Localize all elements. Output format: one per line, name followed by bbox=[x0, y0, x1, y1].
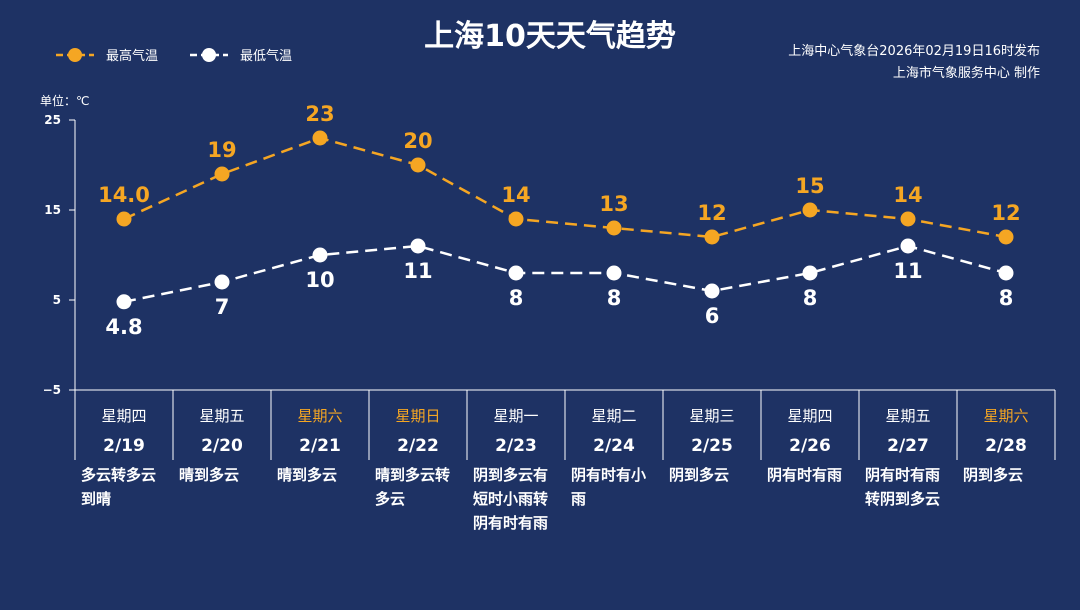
weather-desc: 晴到多云转 bbox=[375, 466, 450, 484]
weather-desc: 转阴到多云 bbox=[865, 490, 940, 508]
high-temp-data-label: 14 bbox=[501, 183, 530, 207]
high-temp-point bbox=[606, 220, 622, 236]
weekday-label: 星期六 bbox=[983, 407, 1028, 425]
weather-desc: 雨 bbox=[571, 490, 586, 508]
weekday-label: 星期四 bbox=[101, 407, 146, 425]
y-tick-label: −5 bbox=[43, 383, 61, 397]
weekday-label: 星期二 bbox=[591, 407, 636, 425]
date-label: 2/24 bbox=[593, 436, 635, 456]
date-label: 2/20 bbox=[201, 436, 243, 456]
low-temp-data-label: 11 bbox=[403, 259, 432, 283]
low-temp-point bbox=[802, 265, 818, 281]
legend-low-marker bbox=[202, 48, 216, 62]
high-temp-point bbox=[900, 211, 916, 227]
low-temp-point bbox=[410, 238, 426, 254]
series-low: 4.8 7 10 11 8 8 6 8 11 8 bbox=[105, 238, 1014, 339]
high-temp-data-label: 14 bbox=[893, 183, 922, 207]
weather-desc: 短时小雨转 bbox=[473, 490, 548, 508]
high-temp-data-label: 15 bbox=[795, 174, 824, 198]
low-temp-point bbox=[116, 294, 132, 310]
date-label: 2/23 bbox=[495, 436, 537, 456]
high-temp-point bbox=[704, 229, 720, 245]
low-temp-data-label: 8 bbox=[999, 286, 1014, 310]
high-temp-point bbox=[410, 157, 426, 173]
high-temp-data-label: 14.0 bbox=[98, 183, 150, 207]
high-temp-point bbox=[214, 166, 230, 182]
low-temp-data-label: 4.8 bbox=[105, 315, 142, 339]
weather-desc: 阴有时有雨 bbox=[473, 514, 548, 532]
low-temp-point bbox=[900, 238, 916, 254]
axes: 25 15 5 −5 bbox=[43, 113, 1055, 397]
y-tick-label: 15 bbox=[44, 203, 61, 217]
high-temp-data-label: 13 bbox=[599, 192, 628, 216]
high-temp-point bbox=[116, 211, 132, 227]
low-temp-point bbox=[606, 265, 622, 281]
low-temp-point bbox=[214, 274, 230, 290]
weather-desc: 多云 bbox=[375, 490, 405, 508]
weather-desc: 到晴 bbox=[81, 490, 111, 508]
weekday-label: 星期五 bbox=[885, 407, 930, 425]
date-label: 2/28 bbox=[985, 436, 1027, 456]
source-line-1: 上海中心气象台2026年02月19日16时发布 bbox=[788, 43, 1040, 59]
weekday-label: 星期六 bbox=[297, 407, 342, 425]
low-temp-data-label: 8 bbox=[607, 286, 622, 310]
date-label: 2/22 bbox=[397, 436, 439, 456]
high-temp-line bbox=[123, 136, 1007, 239]
y-tick-label: 25 bbox=[44, 113, 61, 127]
weather-desc: 阴有时有小 bbox=[571, 466, 646, 484]
date-label: 2/25 bbox=[691, 436, 733, 456]
low-temp-data-label: 7 bbox=[215, 295, 230, 319]
high-temp-point bbox=[998, 229, 1014, 245]
legend-high-marker bbox=[68, 48, 82, 62]
weather-desc: 阴到多云有 bbox=[473, 466, 548, 484]
high-temp-data-label: 12 bbox=[991, 201, 1020, 225]
low-temp-data-label: 6 bbox=[705, 304, 720, 328]
weather-desc: 阴有时有雨 bbox=[865, 466, 940, 484]
chart-title: 上海10天天气趋势 bbox=[424, 19, 676, 54]
high-temp-data-label: 20 bbox=[403, 129, 432, 153]
date-label: 2/27 bbox=[887, 436, 929, 456]
weekday-label: 星期四 bbox=[787, 407, 832, 425]
source-line-2: 上海市气象服务中心 制作 bbox=[893, 65, 1040, 81]
weekday-label: 星期五 bbox=[199, 407, 244, 425]
series-high: 14.0 19 23 20 14 13 12 15 14 12 bbox=[98, 102, 1021, 245]
low-temp-point bbox=[704, 283, 720, 299]
weather-desc: 晴到多云 bbox=[179, 466, 239, 484]
weather-desc: 阴到多云 bbox=[963, 466, 1023, 484]
high-temp-point bbox=[802, 202, 818, 218]
weather-desc: 晴到多云 bbox=[277, 466, 337, 484]
y-tick-label: 5 bbox=[53, 293, 61, 307]
weekday-label: 星期一 bbox=[493, 407, 538, 425]
date-label: 2/26 bbox=[789, 436, 831, 456]
low-temp-data-label: 11 bbox=[893, 259, 922, 283]
low-temp-point bbox=[998, 265, 1014, 281]
legend: 最高气温 最低气温 bbox=[56, 48, 292, 64]
weather-desc: 阴到多云 bbox=[669, 466, 729, 484]
unit-label: 单位：℃ bbox=[40, 93, 89, 108]
high-temp-data-label: 19 bbox=[207, 138, 236, 162]
date-label: 2/19 bbox=[103, 436, 145, 456]
weekday-label: 星期日 bbox=[395, 407, 440, 425]
low-temp-line bbox=[123, 244, 1007, 304]
legend-high-label: 最高气温 bbox=[106, 48, 158, 64]
legend-low-label: 最低气温 bbox=[240, 48, 292, 64]
date-label: 2/21 bbox=[299, 436, 341, 456]
high-temp-point bbox=[312, 130, 328, 146]
weekday-label: 星期三 bbox=[689, 407, 734, 425]
low-temp-data-label: 8 bbox=[509, 286, 524, 310]
high-temp-data-label: 23 bbox=[305, 102, 334, 126]
high-temp-point bbox=[508, 211, 524, 227]
low-temp-point bbox=[508, 265, 524, 281]
low-temp-data-label: 8 bbox=[803, 286, 818, 310]
weather-desc: 阴有时有雨 bbox=[767, 466, 842, 484]
low-temp-data-label: 10 bbox=[305, 268, 334, 292]
weather-desc: 多云转多云 bbox=[81, 466, 156, 484]
low-temp-point bbox=[312, 247, 328, 263]
high-temp-data-label: 12 bbox=[697, 201, 726, 225]
